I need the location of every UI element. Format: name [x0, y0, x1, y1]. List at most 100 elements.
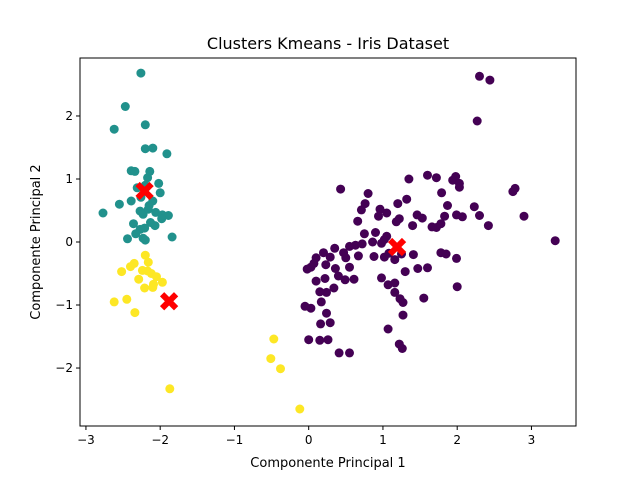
data-point-cluster-2	[276, 364, 285, 374]
data-point-cluster-2	[269, 334, 279, 344]
data-point-cluster-0	[329, 283, 339, 293]
data-point-cluster-0	[325, 252, 335, 262]
centroids-layer	[135, 181, 407, 311]
data-point-cluster-0	[398, 310, 408, 320]
data-point-cluster-0	[391, 217, 401, 227]
data-point-cluster-0	[510, 183, 520, 193]
data-point-cluster-0	[309, 258, 319, 268]
data-point-cluster-1	[154, 178, 164, 188]
data-point-cluster-1	[109, 124, 119, 134]
y-tick-label: 0	[65, 235, 73, 249]
data-point-cluster-0	[302, 264, 312, 274]
data-point-cluster-0	[316, 319, 326, 329]
data-point-cluster-0	[443, 201, 452, 210]
data-point-cluster-0	[383, 324, 393, 334]
data-point-cluster-2	[143, 257, 153, 267]
data-point-cluster-0	[341, 253, 351, 263]
data-point-cluster-0	[330, 264, 340, 273]
data-point-cluster-0	[475, 71, 484, 81]
data-point-cluster-0	[390, 287, 400, 297]
x-tick-label: −3	[77, 433, 95, 447]
data-point-cluster-1	[140, 120, 150, 130]
data-point-cluster-0	[419, 293, 429, 303]
data-point-cluster-0	[408, 221, 418, 231]
y-axis: −2 −1 0 1 2	[55, 109, 80, 375]
data-point-cluster-0	[330, 243, 340, 253]
data-point-cluster-1	[130, 166, 140, 176]
data-point-cluster-1	[144, 201, 154, 210]
x-tick-label: 1	[379, 433, 387, 447]
data-point-cluster-0	[423, 170, 432, 180]
data-point-cluster-0	[397, 344, 407, 353]
data-point-cluster-0	[377, 273, 386, 283]
data-point-cluster-0	[390, 255, 400, 265]
data-point-cluster-0	[353, 251, 363, 261]
x-tick-label: 2	[453, 433, 461, 447]
data-point-cluster-0	[412, 210, 422, 220]
data-point-cluster-0	[423, 263, 432, 273]
data-point-cluster-0	[437, 188, 447, 198]
data-point-cluster-2	[157, 277, 167, 287]
data-point-cluster-0	[374, 211, 383, 221]
data-point-cluster-0	[400, 267, 410, 277]
data-point-cluster-0	[353, 216, 363, 226]
data-point-cluster-0	[550, 236, 560, 246]
data-point-cluster-1	[114, 199, 124, 209]
data-point-cluster-0	[390, 278, 400, 288]
data-point-cluster-0	[369, 252, 379, 261]
data-point-cluster-1	[145, 166, 155, 176]
data-point-cluster-1	[157, 214, 167, 224]
centroid-marker-cluster-2	[159, 292, 179, 311]
data-point-cluster-0	[472, 116, 482, 126]
data-point-cluster-0	[404, 174, 414, 184]
data-point-cluster-1	[129, 219, 138, 229]
data-point-cluster-0	[441, 249, 451, 259]
data-point-cluster-1	[148, 143, 158, 153]
data-point-cluster-0	[359, 229, 369, 239]
data-point-cluster-0	[315, 287, 325, 297]
data-point-cluster-2	[117, 267, 127, 277]
data-point-cluster-0	[431, 173, 441, 183]
data-point-cluster-0	[382, 208, 392, 218]
data-point-cluster-0	[440, 211, 450, 221]
data-point-cluster-0	[402, 194, 412, 204]
data-point-cluster-2	[122, 294, 132, 304]
data-point-cluster-2	[140, 250, 150, 260]
data-point-cluster-0	[333, 271, 343, 281]
data-point-cluster-1	[136, 68, 146, 78]
centroid-stroke	[135, 181, 154, 201]
data-point-cluster-0	[316, 297, 326, 307]
x-axis: −3 −2 −1 0 1 2 3	[77, 426, 535, 447]
data-point-cluster-0	[311, 276, 321, 286]
x-tick-label: −1	[226, 433, 244, 447]
data-point-cluster-0	[452, 253, 461, 263]
y-tick-label: −1	[55, 298, 73, 312]
data-point-cluster-2	[137, 265, 147, 275]
centroid-stroke	[387, 237, 407, 257]
centroid-marker-cluster-0	[387, 237, 407, 257]
data-point-cluster-0	[325, 318, 335, 328]
y-tick-label: 1	[65, 172, 73, 186]
x-tick-label: 3	[528, 433, 536, 447]
data-point-cluster-2	[126, 262, 135, 272]
data-point-cluster-0	[454, 182, 464, 192]
data-point-cluster-0	[469, 202, 479, 212]
data-point-cluster-2	[148, 282, 158, 292]
data-point-cluster-0	[475, 211, 484, 220]
data-point-cluster-0	[371, 228, 380, 237]
data-point-cluster-2	[165, 384, 175, 394]
data-point-cluster-2	[266, 354, 276, 364]
data-point-cluster-2	[152, 272, 161, 282]
data-point-cluster-1	[146, 218, 155, 227]
data-point-cluster-0	[304, 335, 314, 345]
data-point-cluster-0	[413, 264, 423, 273]
x-tick-label: −2	[151, 433, 169, 447]
data-point-cluster-0	[485, 75, 495, 85]
data-point-cluster-0	[457, 212, 467, 222]
points-layer	[98, 68, 560, 414]
data-point-cluster-0	[340, 275, 350, 285]
centroid-marker-cluster-1	[135, 181, 154, 201]
data-point-cluster-1	[131, 229, 141, 239]
data-point-cluster-2	[134, 274, 144, 284]
